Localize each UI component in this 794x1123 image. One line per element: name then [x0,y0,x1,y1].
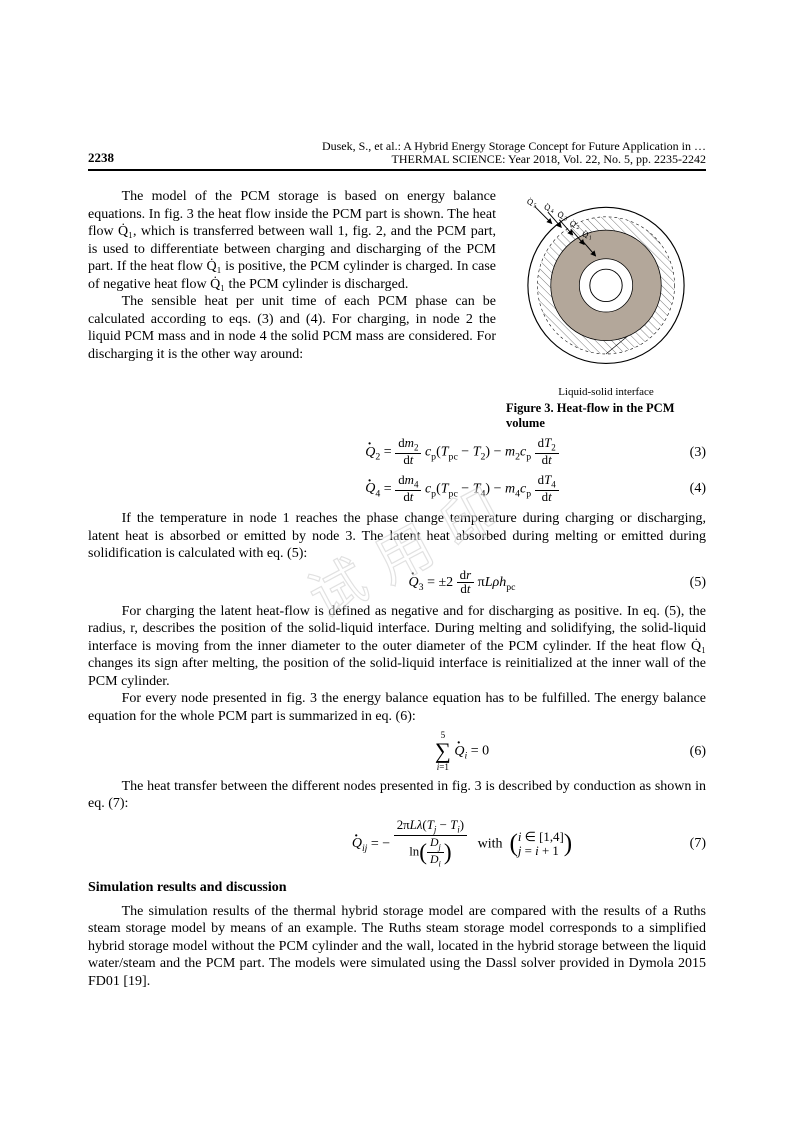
figure-3-interface-label: Liquid-solid interface [506,386,706,400]
equation-3-body: Q2 = dm2dt cp(Tpc − T2) − m2cp dT2dt [258,437,666,468]
paragraph-5: For every node presented in fig. 3 the e… [88,690,706,725]
equation-3: Q2 = dm2dt cp(Tpc − T2) − m2cp dT2dt (3) [88,437,706,468]
equation-7: Qij = − 2πLλ(Tj − Ti) ln(DjDi) with ( i … [88,819,706,869]
header-citation-line2: THERMAL SCIENCE: Year 2018, Vol. 22, No.… [322,153,706,166]
equation-5-body: Q3 = ±2 drdt πLρhpc [258,569,666,597]
equation-4: Q4 = dm4dt cp(Tpc − T4) − m4cp dT4dt (4) [88,474,706,505]
paragraph-1: The model of the PCM storage is based on… [88,188,496,293]
equation-3-number: (3) [666,444,706,462]
equation-6-body: 5∑i=1 Qi = 0 [258,731,666,772]
section-heading-simulation: Simulation results and discussion [88,879,706,897]
svg-text:5: 5 [534,203,537,209]
equation-7-body: Qij = − 2πLλ(Tj − Ti) ln(DjDi) with ( i … [258,819,666,869]
equation-6-number: (6) [666,743,706,761]
equation-5: Q3 = ±2 drdt πLρhpc (5) [88,569,706,597]
equation-6: 5∑i=1 Qi = 0 (6) [88,731,706,772]
intro-text-column: The model of the PCM storage is based on… [88,188,496,431]
page-header: 2238 Dusek, S., et al.: A Hybrid Energy … [88,140,706,171]
paragraph-6: The heat transfer between the different … [88,778,706,813]
equation-7-number: (7) [666,835,706,853]
figure-3-diagram: Q̇5 Q̇4 Q̇3 Q̇2 Q̇1 [506,188,706,378]
svg-text:3: 3 [563,217,567,223]
equation-4-number: (4) [666,480,706,498]
header-citation: Dusek, S., et al.: A Hybrid Energy Stora… [322,140,706,166]
paragraph-simulation: The simulation results of the thermal hy… [88,903,706,991]
intro-two-column: The model of the PCM storage is based on… [88,188,706,431]
header-row: 2238 Dusek, S., et al.: A Hybrid Energy … [88,140,706,168]
paragraph-4: For charging the latent heat-flow is def… [88,603,706,691]
figure-3-column: Q̇5 Q̇4 Q̇3 Q̇2 Q̇1 Liquid-solid interfa… [506,188,706,431]
svg-text:1: 1 [589,236,592,242]
svg-text:4: 4 [551,208,554,215]
equation-4-body: Q4 = dm4dt cp(Tpc − T4) − m4cp dT4dt [258,474,666,505]
figure-3-caption: Figure 3. Heat-flow in the PCM volume [506,401,706,431]
page-number: 2238 [88,150,114,166]
equation-5-number: (5) [666,574,706,592]
paragraph-2: The sensible heat per unit time of each … [88,293,496,363]
header-rule [88,169,706,171]
paragraph-3: If the temperature in node 1 reaches the… [88,510,706,563]
page-content: The model of the PCM storage is based on… [88,188,706,990]
svg-text:2: 2 [576,225,579,231]
